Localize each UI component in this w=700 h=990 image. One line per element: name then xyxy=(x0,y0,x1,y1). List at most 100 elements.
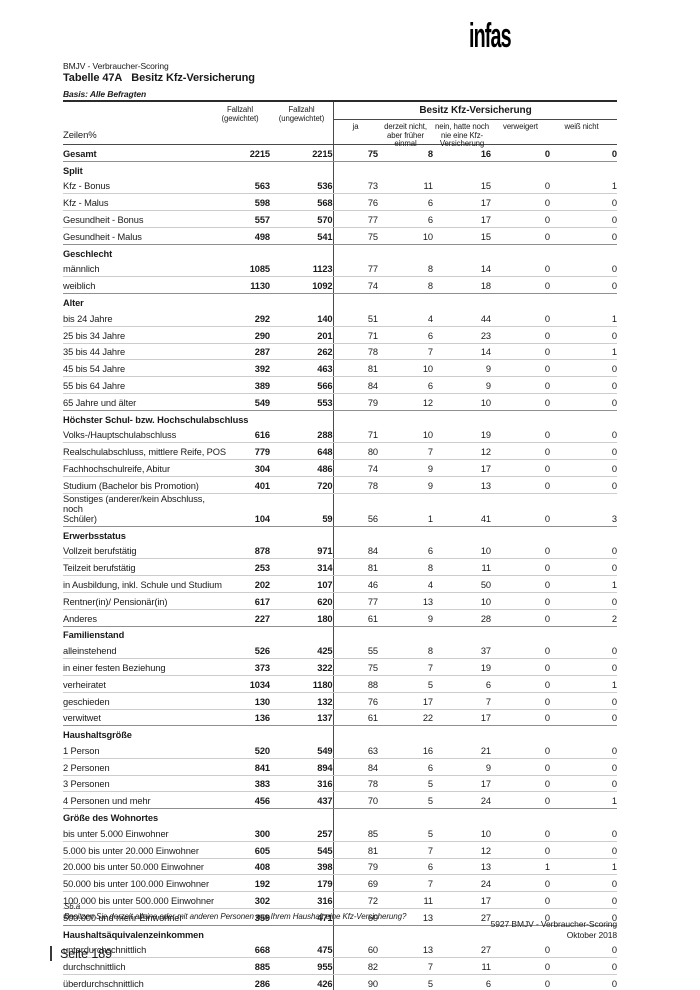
cell-unweighted xyxy=(270,809,333,825)
cell-nein-noch-nie xyxy=(433,294,491,310)
cell-weighted: 302 xyxy=(210,891,270,910)
cell-weiss-nicht xyxy=(550,626,617,642)
table-row: Rentner(in)/ Pensionär(in) 617 620 77 13 10 0 0 xyxy=(63,592,617,610)
cell-derzeit-nicht: 7 xyxy=(378,841,433,859)
table-row: männlich 1085 1123 77 8 14 0 0 xyxy=(63,260,617,278)
cell-weiss-nicht xyxy=(550,526,617,542)
table-row: alleinstehend 526 425 55 8 37 0 0 xyxy=(63,642,617,660)
footnote: S6.a Besitzen Sie derzeit alleine oder m… xyxy=(64,902,406,921)
cell-derzeit-nicht: 1 xyxy=(378,493,433,527)
cell-verweigert: 0 xyxy=(491,675,550,693)
column-divider xyxy=(333,102,334,144)
cell-verweigert: 0 xyxy=(491,974,550,990)
table-data: Gesamt 2215 2215 75 8 16 0 0 Split Kfz - Bonus 563… xyxy=(63,145,617,990)
cell-weighted xyxy=(210,925,270,941)
row-label: überdurchschnittlich xyxy=(63,974,210,990)
cell-ja xyxy=(332,526,378,543)
cell-unweighted: 316 xyxy=(270,891,333,910)
cell-unweighted: 568 xyxy=(270,193,333,212)
cell-weiss-nicht: 1 xyxy=(550,675,617,693)
table-row: bis 24 Jahre 292 140 51 4 44 0 1 xyxy=(63,309,617,327)
cell-nein-noch-nie xyxy=(433,161,491,177)
cell-derzeit-nicht: 4 xyxy=(378,309,433,327)
cell-ja: 88 xyxy=(332,675,378,693)
cell-weighted: 878 xyxy=(210,542,270,560)
cell-weiss-nicht: 1 xyxy=(550,575,617,593)
cell-ja: 76 xyxy=(332,193,378,212)
cell-verweigert: 0 xyxy=(491,841,550,859)
table-row: Vollzeit berufstätig 878 971 84 6 10 0 0 xyxy=(63,542,617,560)
cell-weighted xyxy=(210,244,270,260)
cell-unweighted: 322 xyxy=(270,658,333,676)
cell-unweighted: 180 xyxy=(270,609,333,627)
cell-weiss-nicht: 0 xyxy=(550,376,617,394)
row-label: in Ausbildung, inkl. Schule und Studium xyxy=(63,575,222,593)
table-row: 20.000 bis unter 50.000 Einwohner 408 398 7… xyxy=(63,858,617,876)
cell-verweigert: 0 xyxy=(491,908,550,926)
row-label: Sonstiges (anderer/kein Abschluss, noch … xyxy=(63,493,210,527)
cell-ja: 60 xyxy=(332,941,378,959)
row-label: Studium (Bachelor bis Promotion) xyxy=(63,476,210,494)
cell-weighted: 498 xyxy=(210,227,270,245)
cell-weighted: 287 xyxy=(210,343,270,361)
group-underline xyxy=(334,119,617,120)
row-label: Fachhochschulreife, Abitur xyxy=(63,459,210,477)
cell-ja: 76 xyxy=(332,692,378,710)
cell-nein-noch-nie: 37 xyxy=(433,642,491,660)
table-body: Gesamt 2215 2215 75 8 16 0 0 Split Kfz - Bonus 563… xyxy=(63,145,617,990)
row-label: verheiratet xyxy=(63,675,210,693)
cell-ja: 55 xyxy=(332,642,378,660)
cell-verweigert: 0 xyxy=(491,276,550,295)
col-header-derzeit-nicht: derzeit nicht, aber früher einmal xyxy=(384,122,427,149)
cell-weighted: 389 xyxy=(210,376,270,394)
row-label: Split xyxy=(63,165,83,176)
cell-unweighted: 541 xyxy=(270,227,333,245)
cell-ja: 51 xyxy=(332,309,378,327)
cell-ja: 77 xyxy=(332,260,378,278)
table-row: verheiratet 1034 1180 88 5 6 0 1 xyxy=(63,675,617,693)
cell-weiss-nicht: 0 xyxy=(550,592,617,610)
row-label: Alter xyxy=(63,297,84,308)
cell-weighted: 136 xyxy=(210,709,270,727)
cell-verweigert: 0 xyxy=(491,791,550,810)
row-label: 55 bis 64 Jahre xyxy=(63,376,210,394)
cell-nein-noch-nie: 41 xyxy=(433,493,491,527)
col-header-unweighted: Fallzahl (ungewichtet) xyxy=(278,105,325,123)
cell-ja: 81 xyxy=(332,558,378,577)
cell-ja xyxy=(332,410,378,427)
section-header-row: Haushaltsgröße xyxy=(63,725,617,743)
cell-weiss-nicht: 1 xyxy=(550,309,617,327)
cell-derzeit-nicht: 8 xyxy=(378,276,433,295)
cell-verweigert: 0 xyxy=(491,891,550,910)
row-label: durchschnittlich xyxy=(63,957,210,976)
cell-weighted xyxy=(210,161,270,177)
cell-nein-noch-nie: 15 xyxy=(433,227,491,245)
cell-unweighted xyxy=(270,410,333,426)
cell-unweighted: 463 xyxy=(270,359,333,378)
cell-weiss-nicht: 0 xyxy=(550,775,617,793)
cell-weighted: 130 xyxy=(210,692,270,710)
cell-weighted: 290 xyxy=(210,326,270,344)
cell-nein-noch-nie: 15 xyxy=(433,177,491,195)
cell-ja: 63 xyxy=(332,742,378,759)
table-row: bis unter 5.000 Einwohner 300 257 85 5 10 0 0 xyxy=(63,825,617,842)
cell-ja: 78 xyxy=(332,343,378,361)
cell-nein-noch-nie: 27 xyxy=(433,908,491,926)
section-header-row: Familienstand xyxy=(63,626,617,643)
cell-verweigert: 0 xyxy=(491,459,550,477)
cell-unweighted: 140 xyxy=(270,309,333,327)
row-label: 500.000 und mehr Einwohner xyxy=(63,908,210,926)
cell-weighted: 563 xyxy=(210,177,270,195)
cell-ja: 79 xyxy=(332,858,378,876)
cell-weighted: 202 xyxy=(210,575,270,593)
cell-ja: 61 xyxy=(332,609,378,627)
row-label: 2 Personen xyxy=(63,758,210,776)
cell-derzeit-nicht: 9 xyxy=(378,609,433,627)
cell-weiss-nicht: 0 xyxy=(550,459,617,477)
cell-ja: 84 xyxy=(332,758,378,776)
cell-verweigert: 0 xyxy=(491,326,550,344)
cell-verweigert: 1 xyxy=(491,858,550,876)
cell-derzeit-nicht: 13 xyxy=(378,908,433,926)
cell-derzeit-nicht: 5 xyxy=(378,791,433,810)
cell-weiss-nicht: 0 xyxy=(550,841,617,859)
